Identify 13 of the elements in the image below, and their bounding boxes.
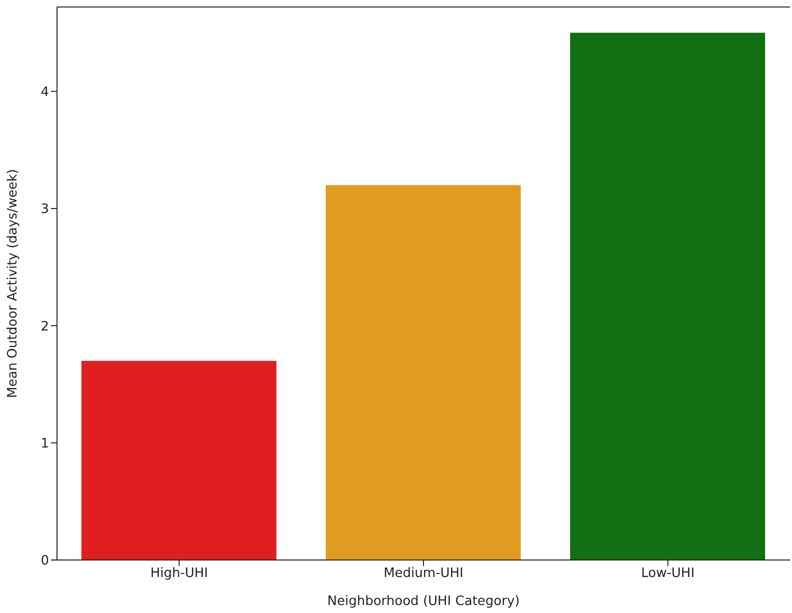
bar [326, 185, 521, 560]
y-tick-label: 2 [40, 319, 49, 334]
bar [570, 32, 766, 560]
y-axis-title: Mean Outdoor Activity (days/week) [6, 169, 21, 398]
x-tick-label: High-UHI [150, 566, 208, 582]
x-tick-label: Medium-UHI [384, 566, 464, 582]
y-tick-label: 1 [40, 436, 49, 452]
bar [81, 360, 276, 560]
y-tick-label: 4 [40, 84, 49, 100]
x-axis-title: Neighborhood (UHI Category) [327, 594, 520, 609]
y-tick-label: 0 [40, 554, 49, 569]
x-tick-label: Low-UHI [641, 566, 695, 582]
y-tick-label: 3 [40, 202, 49, 218]
